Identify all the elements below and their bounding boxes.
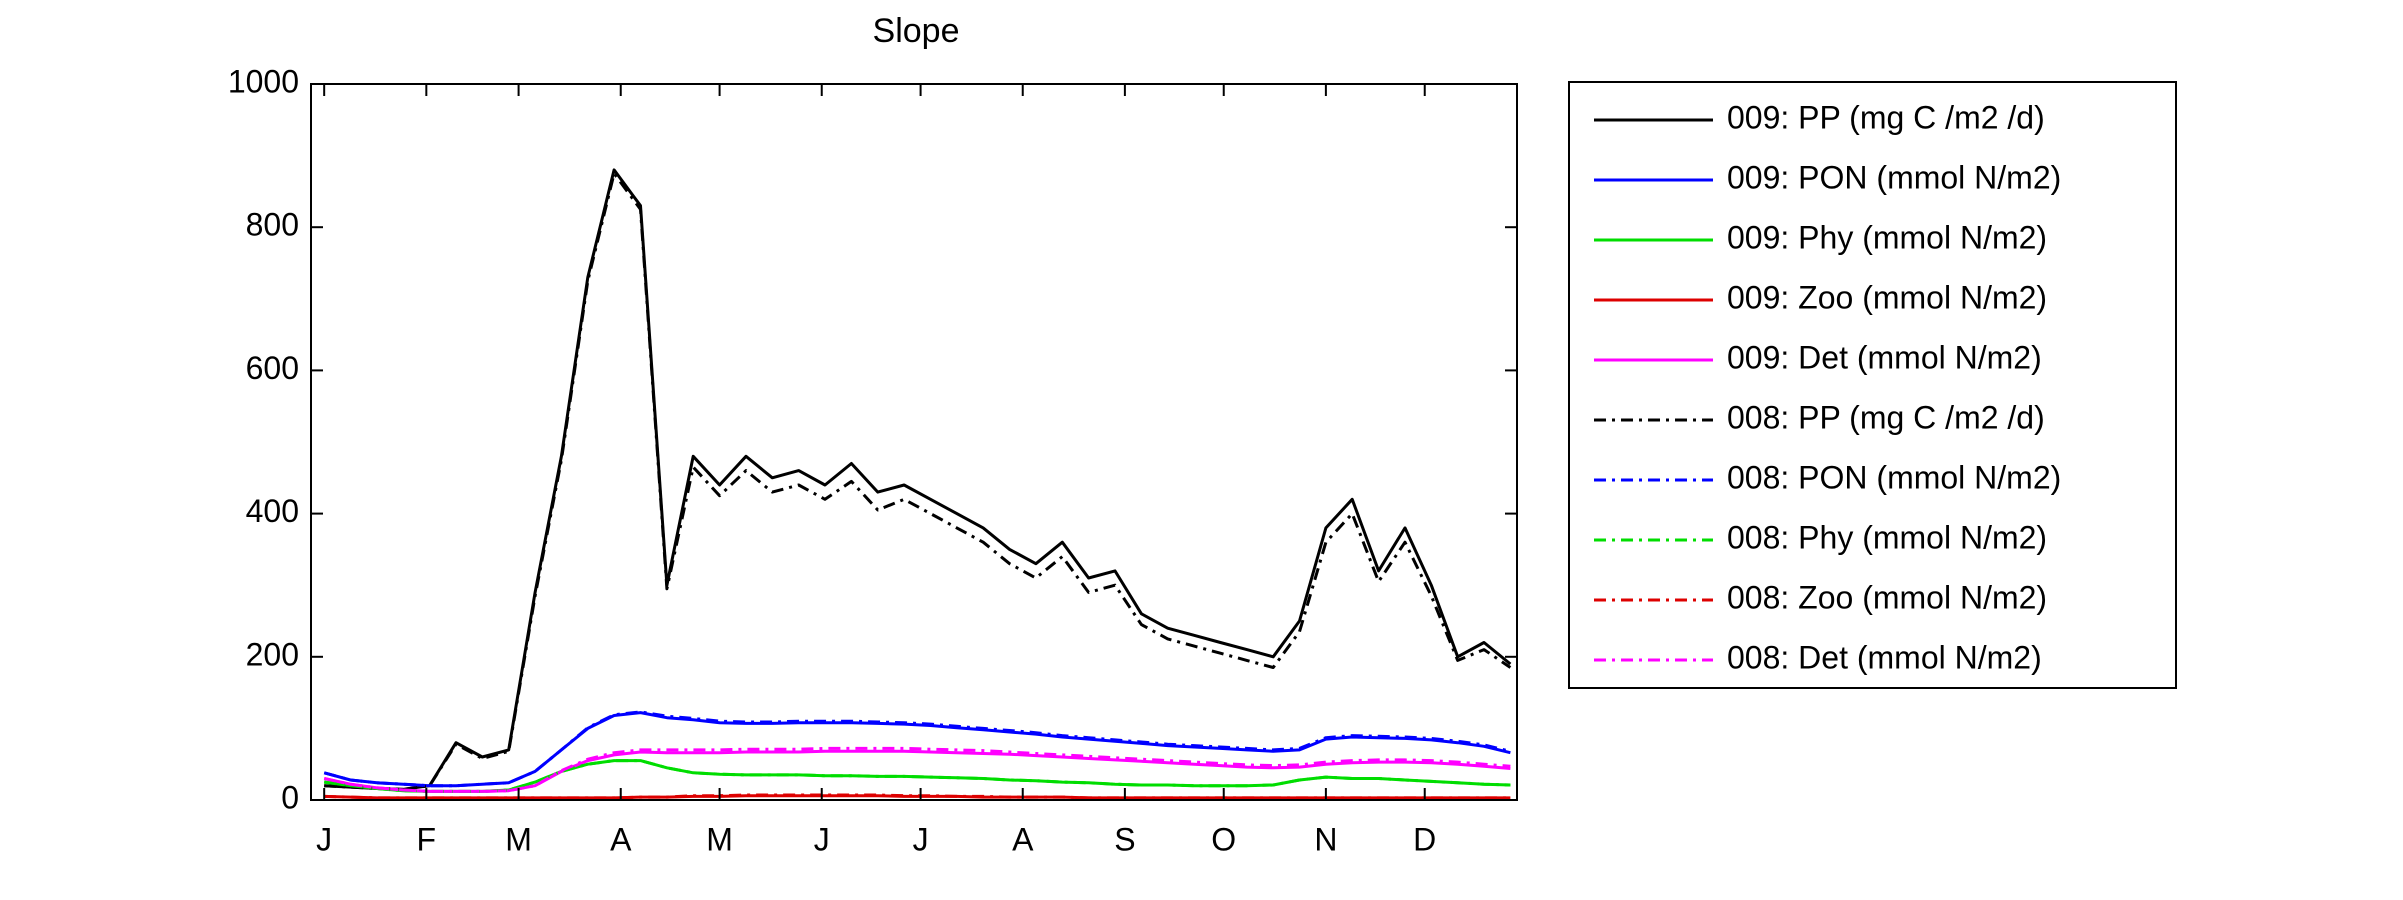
y-tick-label: 800 [246,207,299,243]
x-tick-label: A [610,821,632,857]
chart-title: Slope [873,12,960,50]
x-tick-label: D [1413,821,1436,857]
series-line [323,759,1511,793]
series-line [324,168,1512,791]
y-tick-label: 1000 [228,63,299,99]
legend-box [1568,81,2177,689]
legend-label: 009: Det (mmol N/m2) [1727,339,2042,375]
legend-label: 008: PP (mg C /m2 /d) [1727,399,2045,435]
series-line [324,172,1512,791]
series-line [323,749,1511,793]
x-tick-label: O [1211,821,1236,857]
x-tick-label: M [706,821,733,857]
legend-label: 008: Zoo (mmol N/m2) [1727,579,2047,615]
legend-label: 009: PP (mg C /m2 /d) [1727,99,2045,135]
series-line [323,746,1511,793]
x-tick-label: S [1114,821,1135,857]
y-tick-label: 600 [246,350,299,386]
x-tick-label: A [1012,821,1034,857]
x-tick-label: F [417,821,437,857]
legend-label: 008: Det (mmol N/m2) [1727,639,2042,675]
y-tick-label: 400 [246,493,299,529]
series-line [323,710,1511,788]
y-tick-label: 200 [246,636,299,672]
legend-label: 009: Phy (mmol N/m2) [1727,219,2047,255]
series-line [324,793,1511,800]
x-tick-label: N [1314,821,1337,857]
y-tick-label: 0 [281,779,299,815]
legend-label: 009: PON (mmol N/m2) [1727,159,2061,195]
x-tick-label: J [913,821,929,857]
legend-label: 008: PON (mmol N/m2) [1727,459,2061,495]
x-tick-label: J [814,821,830,857]
x-tick-label: J [316,821,332,857]
legend-label: 008: Phy (mmol N/m2) [1727,519,2047,555]
plot-frame [310,83,1518,801]
legend-label: 009: Zoo (mmol N/m2) [1727,279,2047,315]
x-tick-label: M [505,821,532,857]
